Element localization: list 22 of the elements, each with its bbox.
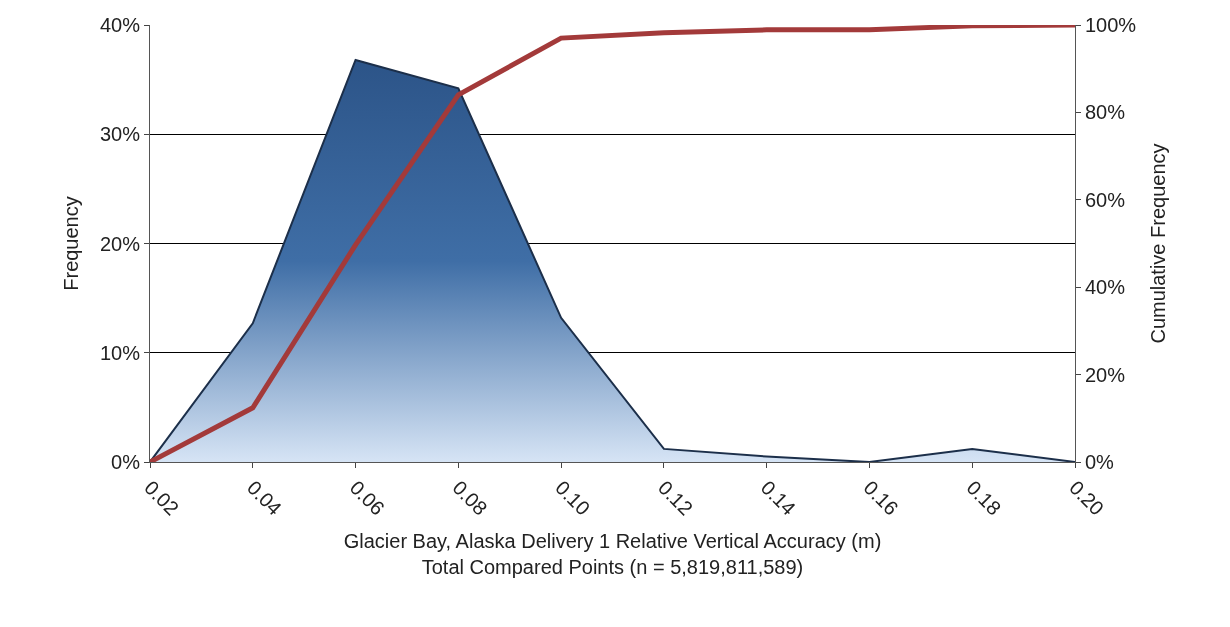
- x-tick-label: 0.10: [551, 476, 595, 520]
- y2-tick-label: 60%: [1085, 188, 1126, 211]
- y-tick-label: 20%: [99, 232, 141, 255]
- y2-tick-label: 0%: [1085, 451, 1115, 473]
- y2-axis-title: Cumulative Frequency: [1146, 143, 1169, 344]
- x-tick-label: 0.16: [859, 476, 903, 520]
- y-tick-label: 40%: [99, 14, 141, 36]
- y2-tick-label: 40%: [1085, 276, 1126, 299]
- x-tick-label: 0.06: [345, 476, 389, 520]
- x-tick-label: 0.04: [242, 476, 286, 520]
- x-tick-label: 0.08: [448, 476, 492, 520]
- y2-tick-label: 20%: [1085, 363, 1126, 386]
- x-tick-label: 0.14: [756, 476, 800, 520]
- y-tick-label: 30%: [99, 123, 141, 146]
- y-axis-title: Frequency: [60, 196, 83, 291]
- x-tick-label: 0.20: [1065, 476, 1109, 520]
- y2-tick-label: 80%: [1085, 101, 1126, 124]
- y2-tick-label: 100%: [1085, 14, 1137, 36]
- y-tick-label: 10%: [99, 341, 141, 364]
- x-tick-label: 0.18: [962, 476, 1006, 520]
- y-tick-label: 0%: [111, 451, 141, 473]
- x-axis-title: Glacier Bay, Alaska Delivery 1 Relative Vertical Accuracy (m) Total Compared Points (n = 5,819,811,589): [343, 529, 882, 578]
